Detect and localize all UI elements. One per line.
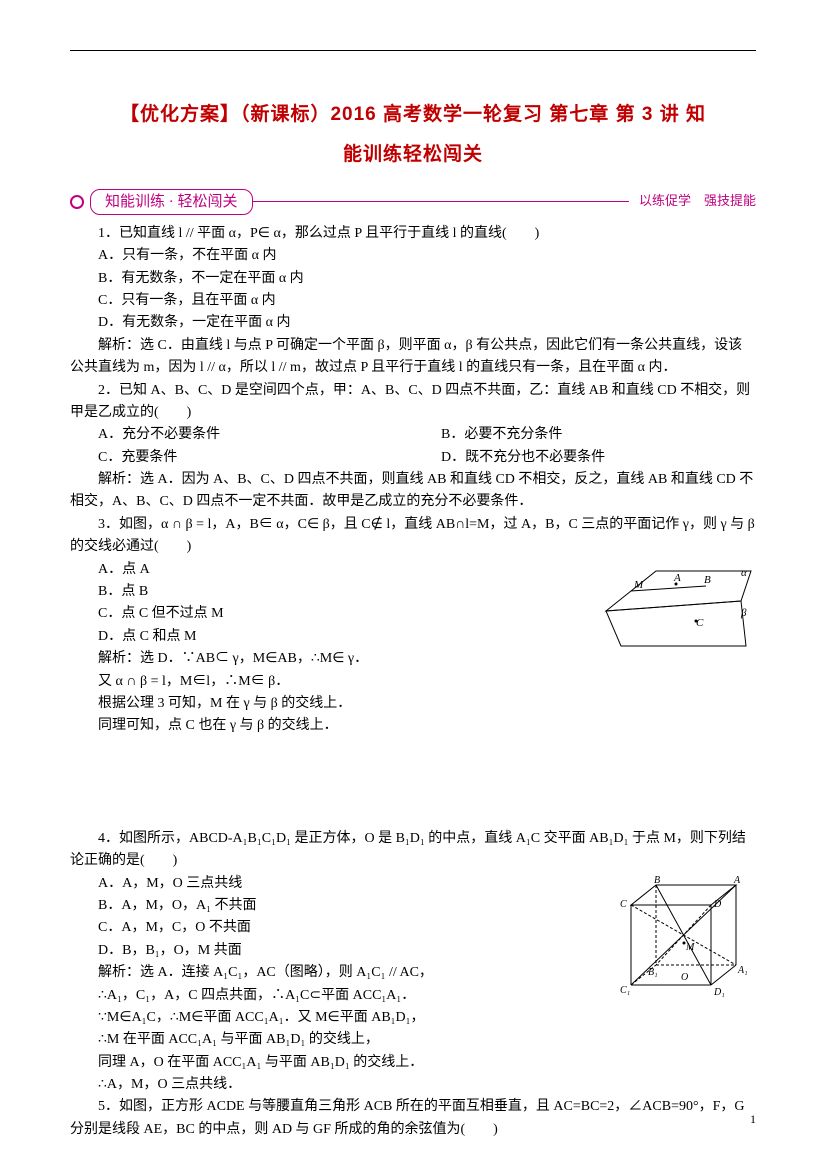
q2-row1: A．充分不必要条件 B．必要不充分条件 <box>70 424 756 446</box>
q1-optB: B．有无数条，不一定在平面 α 内 <box>70 268 756 290</box>
svg-text:B: B <box>704 574 711 586</box>
q3-stem: 3．如图，α ∩ β = l，A，B∈ α，C∈ β，且 C∉ l，直线 AB∩… <box>70 514 756 559</box>
svg-text:A: A <box>733 875 741 886</box>
svg-text:M: M <box>633 579 644 591</box>
q4-stem: 4．如图所示，ABCD-A₁B₁C₁D₁ 是正方体，O 是 B₁D₁ 的中点，直… <box>70 828 756 873</box>
title-line1: 【优化方案】（新课标）2016 高考数学一轮复习 第七章 第 3 讲 知 <box>70 100 756 130</box>
q5-stem: 5．如图，正方形 ACDE 与等腰直角三角形 ACB 所在的平面互相垂直，且 A… <box>70 1096 756 1141</box>
q4-sol5: 同理 A，O 在平面 ACC₁A₁ 与平面 AB₁D₁ 的交线上． <box>70 1052 756 1074</box>
q2-optB: B．必要不充分条件 <box>413 424 756 446</box>
svg-text:M: M <box>685 942 695 953</box>
q3-sol1: 解析：选 D．∵AB⊂ γ，M∈AB，∴M∈ γ． <box>70 648 756 670</box>
q1-stem: 1．已知直线 l // 平面 α，P∈ α，那么过点 P 且平行于直线 l 的直… <box>70 223 756 245</box>
svg-text:A₁: A₁ <box>737 965 748 976</box>
svg-text:B₁: B₁ <box>648 967 658 978</box>
section-banner: 知能训练 · 轻松闯关 以练促学 强技提能 <box>70 189 756 215</box>
top-rule <box>70 50 756 51</box>
svg-text:C₁: C₁ <box>620 985 630 996</box>
svg-text:D₁: D₁ <box>713 987 725 998</box>
q4-figure: B A C D C₁ B₁ D₁ A₁ M O <box>606 875 756 1005</box>
banner-line <box>247 201 629 202</box>
svg-text:C: C <box>620 899 627 910</box>
q1-optA: A．只有一条，不在平面 α 内 <box>70 245 756 267</box>
q1-optC: C．只有一条，且在平面 α 内 <box>70 290 756 312</box>
title-line2: 能训练轻松闯关 <box>70 140 756 170</box>
banner-right: 以练促学 强技提能 <box>639 191 756 212</box>
q3-figure: M A B α C β <box>596 561 756 651</box>
svg-text:A: A <box>673 572 681 584</box>
spacer <box>70 738 756 828</box>
q4-sol6: ∴A，M，O 三点共线． <box>70 1074 756 1096</box>
q2-solution: 解析：选 A．因为 A、B、C、D 四点不共面，则直线 AB 和直线 CD 不相… <box>70 469 756 514</box>
q4-sol3: ∵M∈A₁C，∴M∈平面 ACC₁A₁．又 M∈平面 AB₁D₁， <box>70 1007 756 1029</box>
q2-optD: D．既不充分也不必要条件 <box>413 447 756 469</box>
svg-text:C: C <box>696 617 704 629</box>
banner-label: 知能训练 · 轻松闯关 <box>90 189 253 215</box>
q1-solution: 解析：选 C．由直线 l 与点 P 可确定一个平面 β，则平面 α，β 有公共点… <box>70 335 756 380</box>
q2-stem: 2．已知 A、B、C、D 是空间四个点，甲：A、B、C、D 四点不共面，乙：直线… <box>70 380 756 425</box>
q3-sol3: 根据公理 3 可知，M 在 γ 与 β 的交线上． <box>70 693 756 715</box>
svg-text:β: β <box>740 607 747 619</box>
q2-optC: C．充要条件 <box>70 447 413 469</box>
q4-sol4: ∴M 在平面 ACC₁A₁ 与平面 AB₁D₁ 的交线上， <box>70 1029 756 1051</box>
page: 【优化方案】（新课标）2016 高考数学一轮复习 第七章 第 3 讲 知 能训练… <box>0 0 826 1169</box>
q1-optD: D．有无数条，一定在平面 α 内 <box>70 312 756 334</box>
svg-text:B: B <box>654 875 660 886</box>
svg-text:α: α <box>741 567 747 579</box>
banner-dot <box>70 195 84 209</box>
svg-text:O: O <box>681 972 688 983</box>
q3-sol2: 又 α ∩ β = l，M∈l，∴M∈ β． <box>70 671 756 693</box>
q3-sol4: 同理可知，点 C 也在 γ 与 β 的交线上． <box>70 715 756 737</box>
q2-row2: C．充要条件 D．既不充分也不必要条件 <box>70 447 756 469</box>
q2-optA: A．充分不必要条件 <box>70 424 413 446</box>
svg-text:D: D <box>713 899 722 910</box>
page-number: 1 <box>750 1110 756 1129</box>
